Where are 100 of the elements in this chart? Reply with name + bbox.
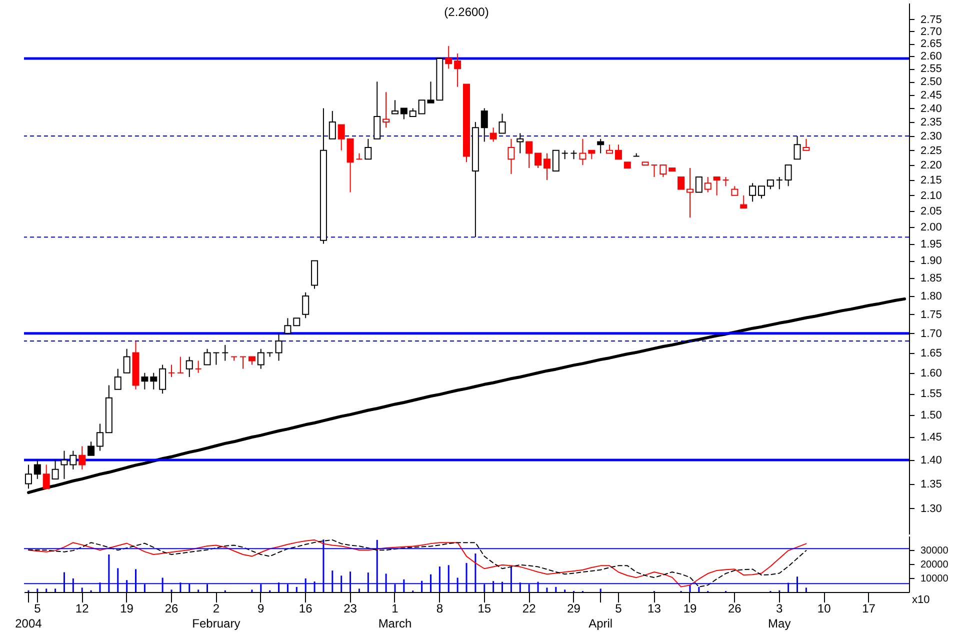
- candlestick: [194, 360, 202, 374]
- y-tick-label: 2.70: [920, 26, 942, 38]
- y-tick-label: 1.90: [920, 255, 942, 268]
- y-tick-label: 2.45: [920, 89, 942, 102]
- y-tick-label: 1.50: [920, 410, 942, 422]
- candlestick: [34, 460, 41, 480]
- x-tick-label: 26: [728, 602, 742, 616]
- candlestick: [445, 46, 452, 70]
- y-tick-label: 2.30: [920, 130, 942, 143]
- candlestick: [516, 132, 524, 154]
- candlestick: [614, 144, 622, 160]
- candlestick: [114, 368, 122, 390]
- candlestick: [240, 356, 247, 370]
- x-tick-label: 16: [298, 602, 313, 616]
- x-tick-label: 29: [567, 602, 581, 616]
- x-tick-label: 26: [164, 602, 178, 616]
- y-tick-label: 2.05: [920, 206, 942, 218]
- y-tick-label: 20000: [920, 560, 949, 570]
- y-tick-label: 2.15: [920, 174, 942, 187]
- y-tick-label: 1.80: [920, 290, 942, 303]
- candlestick: [78, 446, 86, 470]
- candlestick: [400, 108, 408, 120]
- y-tick-label: 1.95: [920, 238, 942, 250]
- candlestick: [374, 81, 381, 140]
- y-tick-label: 1.30: [920, 502, 942, 515]
- x-tick-label: 13: [648, 602, 662, 616]
- candlestick: [24, 464, 32, 490]
- candlestick: [346, 138, 354, 193]
- candlestick: [784, 164, 792, 187]
- candlestick: [275, 332, 282, 362]
- candlestick: [159, 364, 166, 394]
- y-tick-label: 1.45: [920, 432, 942, 444]
- candlestick: [338, 124, 345, 151]
- candlestick: [70, 450, 77, 470]
- y-tick-label: 2.00: [920, 222, 942, 234]
- candlestick: [552, 150, 560, 172]
- y-tick-label: 2.60: [920, 50, 942, 63]
- candlestick: [731, 186, 738, 196]
- candlestick: [204, 348, 211, 366]
- x-tick-label: 8: [436, 602, 444, 616]
- y-tick-label: 1.40: [920, 454, 942, 467]
- candlestick: [186, 356, 193, 378]
- x-tick-label: 17: [862, 602, 876, 616]
- candlestick: [508, 138, 515, 175]
- candlestick: [650, 164, 658, 178]
- y-tick-label: 2.75: [920, 14, 942, 26]
- candlestick: [257, 348, 264, 370]
- y-tick-label: 2.10: [920, 190, 942, 202]
- candlestick: [678, 176, 685, 190]
- y-tick-label: 2.25: [920, 144, 942, 157]
- candlestick: [543, 152, 550, 181]
- candlestick: [52, 460, 59, 480]
- y-tick-label: 1.35: [920, 478, 942, 490]
- candlestick: [454, 53, 462, 88]
- candlestick: [597, 138, 604, 154]
- x-tick-label: 2 February: [192, 602, 240, 630]
- x-tick-label: 19: [683, 602, 697, 616]
- candlestick: [302, 292, 310, 319]
- candlestick: [123, 348, 130, 374]
- x-tick-label: 23: [344, 602, 358, 616]
- y-tick-label: 2.40: [920, 102, 942, 115]
- y-tick-label: 2.55: [920, 63, 942, 76]
- candlestick: [498, 113, 506, 134]
- candlestick: [713, 176, 720, 196]
- candlestick: [382, 92, 390, 128]
- x-tick-label: 15: [478, 602, 492, 616]
- candlestick: [704, 176, 712, 193]
- candlestick: [722, 176, 730, 187]
- x-tick-label: 2004: [15, 616, 42, 630]
- x-tick-label: 12: [75, 602, 90, 616]
- y-tick-label: 1.55: [920, 388, 942, 400]
- candlestick: [776, 176, 783, 190]
- x-tick-label: April: [588, 616, 613, 630]
- candlestick: [695, 176, 702, 193]
- line-series: [28, 539, 807, 588]
- x-tick-label: 1 March: [378, 602, 412, 630]
- x-tick-label: 3 May: [768, 602, 791, 630]
- candlestick: [284, 318, 292, 334]
- candlestick: [88, 441, 95, 456]
- y-tick-label: 1.60: [920, 367, 942, 380]
- candlestick: [364, 138, 372, 160]
- y-tick-label: 30000: [920, 546, 949, 556]
- candlestick: [96, 423, 104, 452]
- y-tick-label: 1.75: [920, 308, 942, 321]
- candlestick: [534, 152, 542, 169]
- line-series: [26, 297, 906, 494]
- candlestick: [686, 168, 694, 218]
- candlestick: [749, 182, 756, 202]
- y-tick-label: 2.20: [920, 160, 942, 172]
- text: x10: [912, 594, 930, 606]
- x-tick-label: 5: [34, 602, 42, 616]
- candlestick: [222, 344, 229, 362]
- y-tick-label: 2.50: [920, 76, 942, 88]
- candlestick: [212, 352, 220, 366]
- candlestick: [766, 180, 774, 190]
- candlestick: [490, 127, 497, 142]
- y-tick-label: 10000: [920, 574, 949, 584]
- y-tick-label: 1.70: [920, 328, 942, 340]
- y-tick-label: 1.85: [920, 272, 942, 285]
- x-tick-label: 5: [615, 602, 622, 616]
